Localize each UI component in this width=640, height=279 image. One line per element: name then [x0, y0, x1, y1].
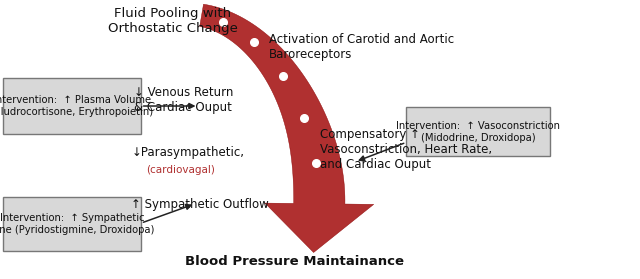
Text: Intervention:  ↑ Plasma Volume
(Fludrocortisone, Erythropoietin): Intervention: ↑ Plasma Volume (Fludrocor…	[0, 95, 153, 117]
Text: ↓ Venous Return
& Cardiac Ouput: ↓ Venous Return & Cardiac Ouput	[134, 86, 234, 114]
Text: ↑ Sympathetic Outflow: ↑ Sympathetic Outflow	[131, 198, 269, 211]
FancyBboxPatch shape	[3, 197, 141, 251]
Text: Activation of Carotid and Aortic
Baroreceptors: Activation of Carotid and Aortic Barorec…	[269, 33, 454, 61]
Text: Fluid Pooling with
Orthostatic Change: Fluid Pooling with Orthostatic Change	[108, 7, 237, 35]
Text: Intervention:  ↑ Vasoconstriction
(Midodrine, Droxidopa): Intervention: ↑ Vasoconstriction (Midodr…	[396, 121, 561, 143]
FancyBboxPatch shape	[3, 78, 141, 134]
FancyBboxPatch shape	[406, 107, 550, 156]
Text: (cardiovagal): (cardiovagal)	[146, 165, 215, 175]
Text: Blood Pressure Maintainance: Blood Pressure Maintainance	[185, 255, 404, 268]
Text: Compensatory ↑
Vasoconstriction, Heart Rate,
and Cardiac Ouput: Compensatory ↑ Vasoconstriction, Heart R…	[320, 128, 492, 171]
Text: Intervention:  ↑ Sympathetic
Tone (Pyridostigmine, Droxidopa): Intervention: ↑ Sympathetic Tone (Pyrido…	[0, 213, 155, 235]
Text: ↓Parasympathetic,: ↓Parasympathetic,	[131, 146, 244, 158]
Polygon shape	[200, 4, 374, 252]
